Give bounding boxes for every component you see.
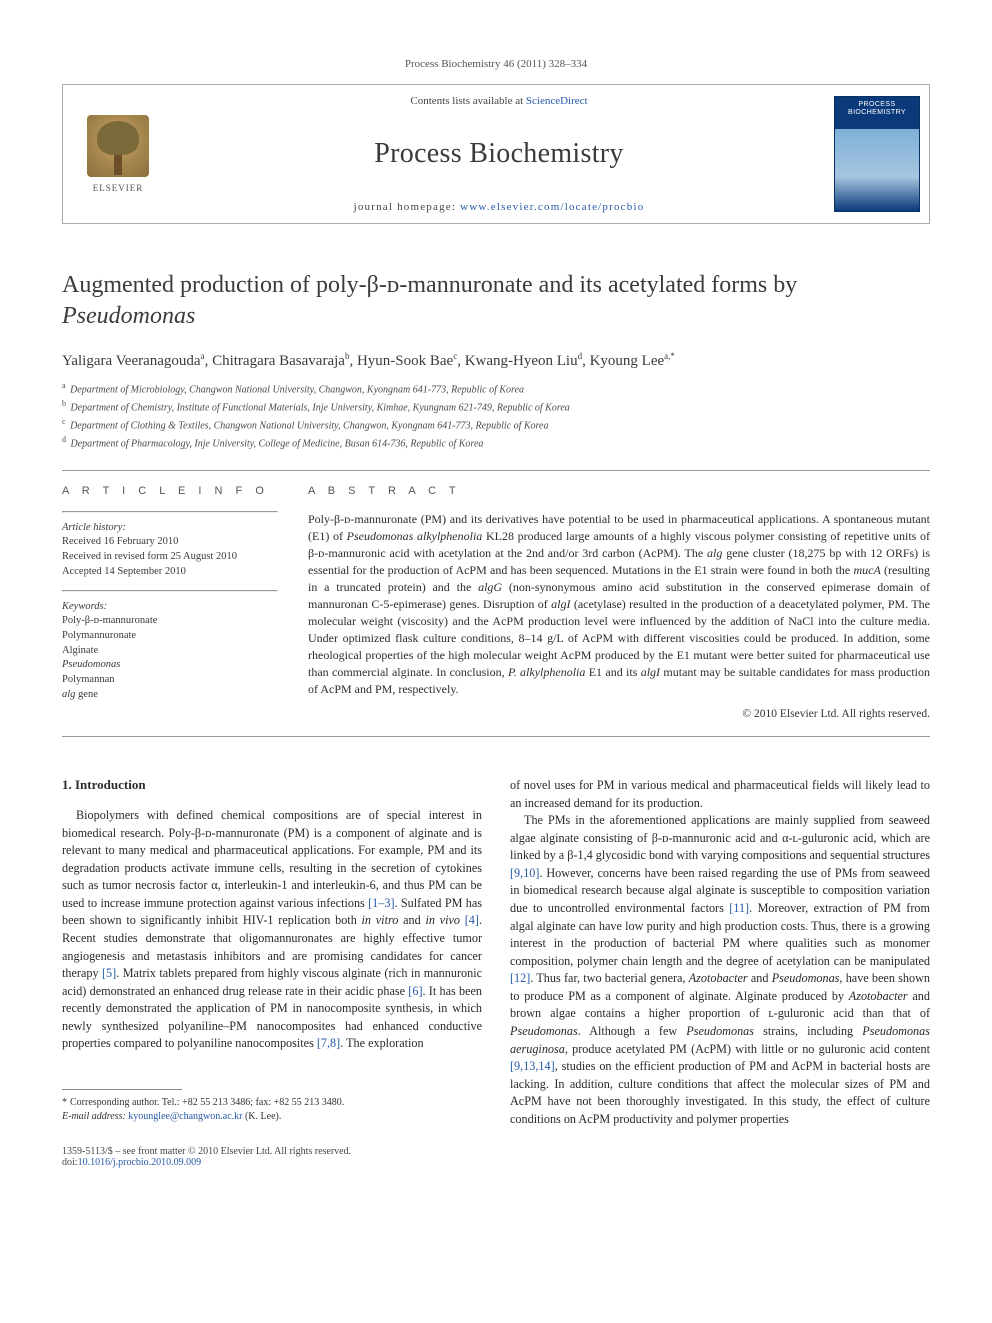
divider-rule <box>62 470 930 471</box>
mini-rule <box>62 590 278 592</box>
copyright-line: © 2010 Elsevier Ltd. All rights reserved… <box>308 708 930 720</box>
affiliation-item: b Department of Chemistry, Institute of … <box>62 398 930 416</box>
elsevier-tree-icon <box>87 115 149 177</box>
footnote-email-label: E-mail address: <box>62 1111 128 1122</box>
elsevier-logo: ELSEVIER <box>82 113 154 195</box>
journal-homepage-link[interactable]: www.elsevier.com/locate/procbio <box>460 201 644 213</box>
doi-label: doi: <box>62 1157 78 1168</box>
journal-reference: Process Biochemistry 46 (2011) 328–334 <box>62 58 930 70</box>
mini-rule <box>62 511 278 513</box>
publisher-logo-cell: ELSEVIER <box>63 85 173 223</box>
citation-link[interactable]: [4] <box>465 913 479 927</box>
footnote-email-link[interactable]: kyounglee@changwon.ac.kr <box>128 1111 242 1122</box>
journal-cover-thumbnail: PROCESS BIOCHEMISTRY <box>834 96 920 212</box>
citation-link[interactable]: [9,13,14] <box>510 1059 555 1073</box>
affiliation-list: a Department of Microbiology, Changwon N… <box>62 380 930 451</box>
history-label: Article history: <box>62 521 278 536</box>
keywords-label: Keywords: <box>62 600 278 615</box>
abstract-label: A B S T R A C T <box>308 485 930 497</box>
article-info-label: A R T I C L E I N F O <box>62 485 278 497</box>
body-paragraph: Biopolymers with defined chemical compos… <box>62 807 482 1053</box>
body-paragraph: The PMs in the aforementioned applicatio… <box>510 812 930 1128</box>
doi-link[interactable]: 10.1016/j.procbio.2010.09.009 <box>78 1157 202 1168</box>
article-history: Article history: Received 16 February 20… <box>62 521 278 580</box>
keyword-item: alg gene <box>62 688 278 703</box>
contents-available-line: Contents lists available at ScienceDirec… <box>173 95 825 107</box>
citation-link[interactable]: [12] <box>510 971 530 985</box>
journal-cover-cell: PROCESS BIOCHEMISTRY <box>825 85 929 223</box>
author-list: Yaligara Veeranagoudaa, Chitragara Basav… <box>62 351 930 370</box>
history-received: Received 16 February 2010 <box>62 535 278 550</box>
keyword-item: Alginate <box>62 644 278 659</box>
cover-title-text: PROCESS BIOCHEMISTRY <box>835 101 919 116</box>
divider-rule <box>62 736 930 737</box>
citation-link[interactable]: [1–3] <box>368 896 394 910</box>
journal-header-box: ELSEVIER Contents lists available at Sci… <box>62 84 930 224</box>
citation-link[interactable]: [11] <box>729 901 749 915</box>
sciencedirect-link[interactable]: ScienceDirect <box>526 95 588 107</box>
body-column-right: of novel uses for PM in various medical … <box>510 777 930 1128</box>
body-paragraph: of novel uses for PM in various medical … <box>510 777 930 812</box>
footnote-separator <box>62 1089 182 1090</box>
page-footer-line: 1359-5113/$ – see front matter © 2010 El… <box>62 1146 930 1168</box>
affiliation-item: d Department of Pharmacology, Inje Unive… <box>62 434 930 452</box>
journal-name: Process Biochemistry <box>173 138 825 170</box>
article-info-column: A R T I C L E I N F O Article history: R… <box>62 485 278 720</box>
keyword-item: Polymannan <box>62 673 278 688</box>
journal-header-center: Contents lists available at ScienceDirec… <box>173 85 825 223</box>
keyword-item: Polymannuronate <box>62 629 278 644</box>
footnote-email-who: (K. Lee). <box>242 1111 281 1122</box>
asterisk-icon: * <box>62 1097 70 1108</box>
affiliation-item: a Department of Microbiology, Changwon N… <box>62 380 930 398</box>
history-revised: Received in revised form 25 August 2010 <box>62 550 278 565</box>
corresponding-author-footnote: *Corresponding author. Tel.: +82 55 213 … <box>62 1096 482 1124</box>
abstract-column: A B S T R A C T Poly-β-ᴅ-mannuronate (PM… <box>308 485 930 720</box>
keywords-block: Keywords: Poly-β-ᴅ-mannuronatePolymannur… <box>62 600 278 703</box>
keyword-item: Poly-β-ᴅ-mannuronate <box>62 614 278 629</box>
keywords-list: Poly-β-ᴅ-mannuronatePolymannuronateAlgin… <box>62 614 278 702</box>
article-title: Augmented production of poly-β-ᴅ-mannuro… <box>62 270 930 331</box>
footnote-corr-line: Corresponding author. Tel.: +82 55 213 3… <box>70 1097 344 1108</box>
journal-homepage-line: journal homepage: www.elsevier.com/locat… <box>173 201 825 213</box>
front-matter-line: 1359-5113/$ – see front matter © 2010 El… <box>62 1146 351 1157</box>
citation-link[interactable]: [6] <box>408 984 422 998</box>
contents-prefix: Contents lists available at <box>410 95 525 107</box>
abstract-text: Poly-β-ᴅ-mannuronate (PM) and its deriva… <box>308 511 930 698</box>
keyword-item: Pseudomonas <box>62 658 278 673</box>
history-accepted: Accepted 14 September 2010 <box>62 565 278 580</box>
affiliation-item: c Department of Clothing & Textiles, Cha… <box>62 416 930 434</box>
body-two-column: 1. Introduction Biopolymers with defined… <box>62 777 930 1128</box>
section-heading: 1. Introduction <box>62 777 482 793</box>
homepage-prefix: journal homepage: <box>354 201 461 213</box>
citation-link[interactable]: [5] <box>102 966 116 980</box>
body-column-left: 1. Introduction Biopolymers with defined… <box>62 777 482 1128</box>
citation-link[interactable]: [9,10] <box>510 866 539 880</box>
elsevier-wordmark: ELSEVIER <box>93 183 144 193</box>
citation-link[interactable]: [7,8] <box>317 1036 340 1050</box>
